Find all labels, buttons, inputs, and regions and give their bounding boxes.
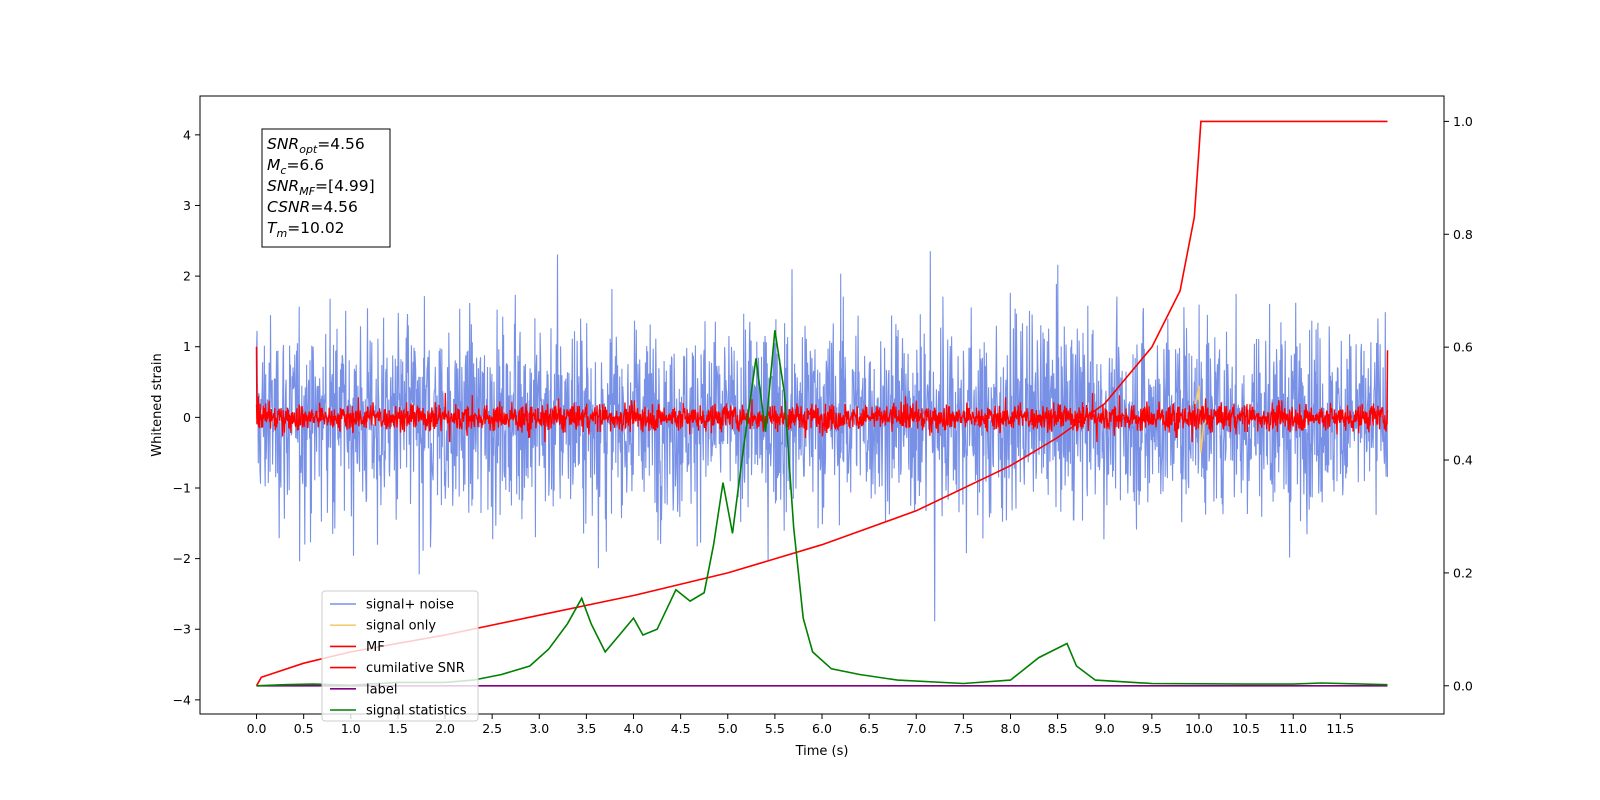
annotation-line: Tm=10.02 (267, 219, 345, 240)
x-tick-label: 3.0 (529, 721, 549, 736)
y-tick-label: −2 (173, 551, 191, 566)
y-tick-label: 2 (183, 269, 191, 284)
y-tick-label: 4 (183, 127, 191, 142)
x-tick-label: 10.0 (1185, 721, 1213, 736)
y2-tick-label: 0.6 (1453, 340, 1473, 355)
legend: signal+ noise signal only MF cumilative SNR… (321, 590, 479, 722)
x-tick-label: 2.5 (482, 721, 502, 736)
x-tick-label: 4.0 (624, 721, 644, 736)
x-tick-label: 10.5 (1232, 721, 1260, 736)
x-tick-label: 8.5 (1048, 721, 1068, 736)
series-signal-noise (255, 251, 1389, 622)
series-signal-statistics (256, 330, 1388, 687)
x-tick-label: 1.5 (388, 721, 408, 736)
legend-label: label (366, 682, 397, 697)
x-tick-label: 1.0 (341, 721, 361, 736)
y2-tick-label: 0.4 (1453, 453, 1473, 468)
x-tick-label: 0.0 (247, 721, 267, 736)
x-tick-label: 5.5 (765, 721, 785, 736)
x-axis-label: Time (s) (795, 744, 849, 759)
series-mf (255, 392, 1389, 443)
y-tick-label: −1 (173, 480, 191, 495)
x-tick-label: 7.5 (953, 721, 973, 736)
x-tick-label: 6.5 (859, 721, 879, 736)
y-tick-label: 0 (183, 410, 191, 425)
x-tick-label: 6.0 (812, 721, 832, 736)
series-mf-edge (1386, 350, 1389, 425)
legend-label: signal+ noise (366, 598, 454, 613)
x-tick-label: 9.5 (1142, 721, 1162, 736)
y2-tick-label: 0.8 (1453, 227, 1473, 242)
x-tick-label: 7.0 (906, 721, 926, 736)
annotation-line: SNRMF=[4.99] (267, 177, 375, 198)
x-tick-label: 3.5 (576, 721, 596, 736)
series-mf-edge (255, 346, 258, 425)
y-tick-label: 3 (183, 198, 191, 213)
axes: 0.0 0.5 1.0 1.5 2.0 2.5 3.0 3.5 4.0 4.5 5.0 5.5 6.0 6… (173, 114, 1473, 736)
legend-label: cumilative SNR (366, 661, 465, 676)
legend-label: signal only (366, 619, 436, 634)
annotation-line: CSNR=4.56 (267, 198, 358, 216)
y2-tick-label: 0.0 (1453, 678, 1473, 693)
annotation-line: SNRopt=4.56 (267, 135, 365, 156)
x-tick-label: 0.5 (294, 721, 314, 736)
legend-frame (321, 590, 479, 722)
y-tick-label: −4 (173, 692, 191, 707)
legend-label: MF (366, 640, 385, 655)
x-tick-label: 4.5 (671, 721, 691, 736)
x-tick-label: 5.0 (718, 721, 738, 736)
y-tick-label: 1 (183, 339, 191, 354)
y2-tick-label: 0.2 (1453, 565, 1473, 580)
x-tick-label: 9.0 (1095, 721, 1115, 736)
x-tick-label: 2.0 (435, 721, 455, 736)
y-axis-label: Whitened strain (150, 353, 165, 456)
x-tick-label: 11.0 (1279, 721, 1307, 736)
x-tick-label: 8.0 (1001, 721, 1021, 736)
annotation-frame (261, 128, 391, 248)
annotation-line: Mc=6.6 (267, 156, 324, 177)
legend-label: signal statistics (366, 704, 467, 719)
y2-tick-label: 1.0 (1453, 114, 1473, 129)
y-tick-label: −3 (173, 622, 191, 637)
x-tick-label: 11.5 (1326, 721, 1354, 736)
